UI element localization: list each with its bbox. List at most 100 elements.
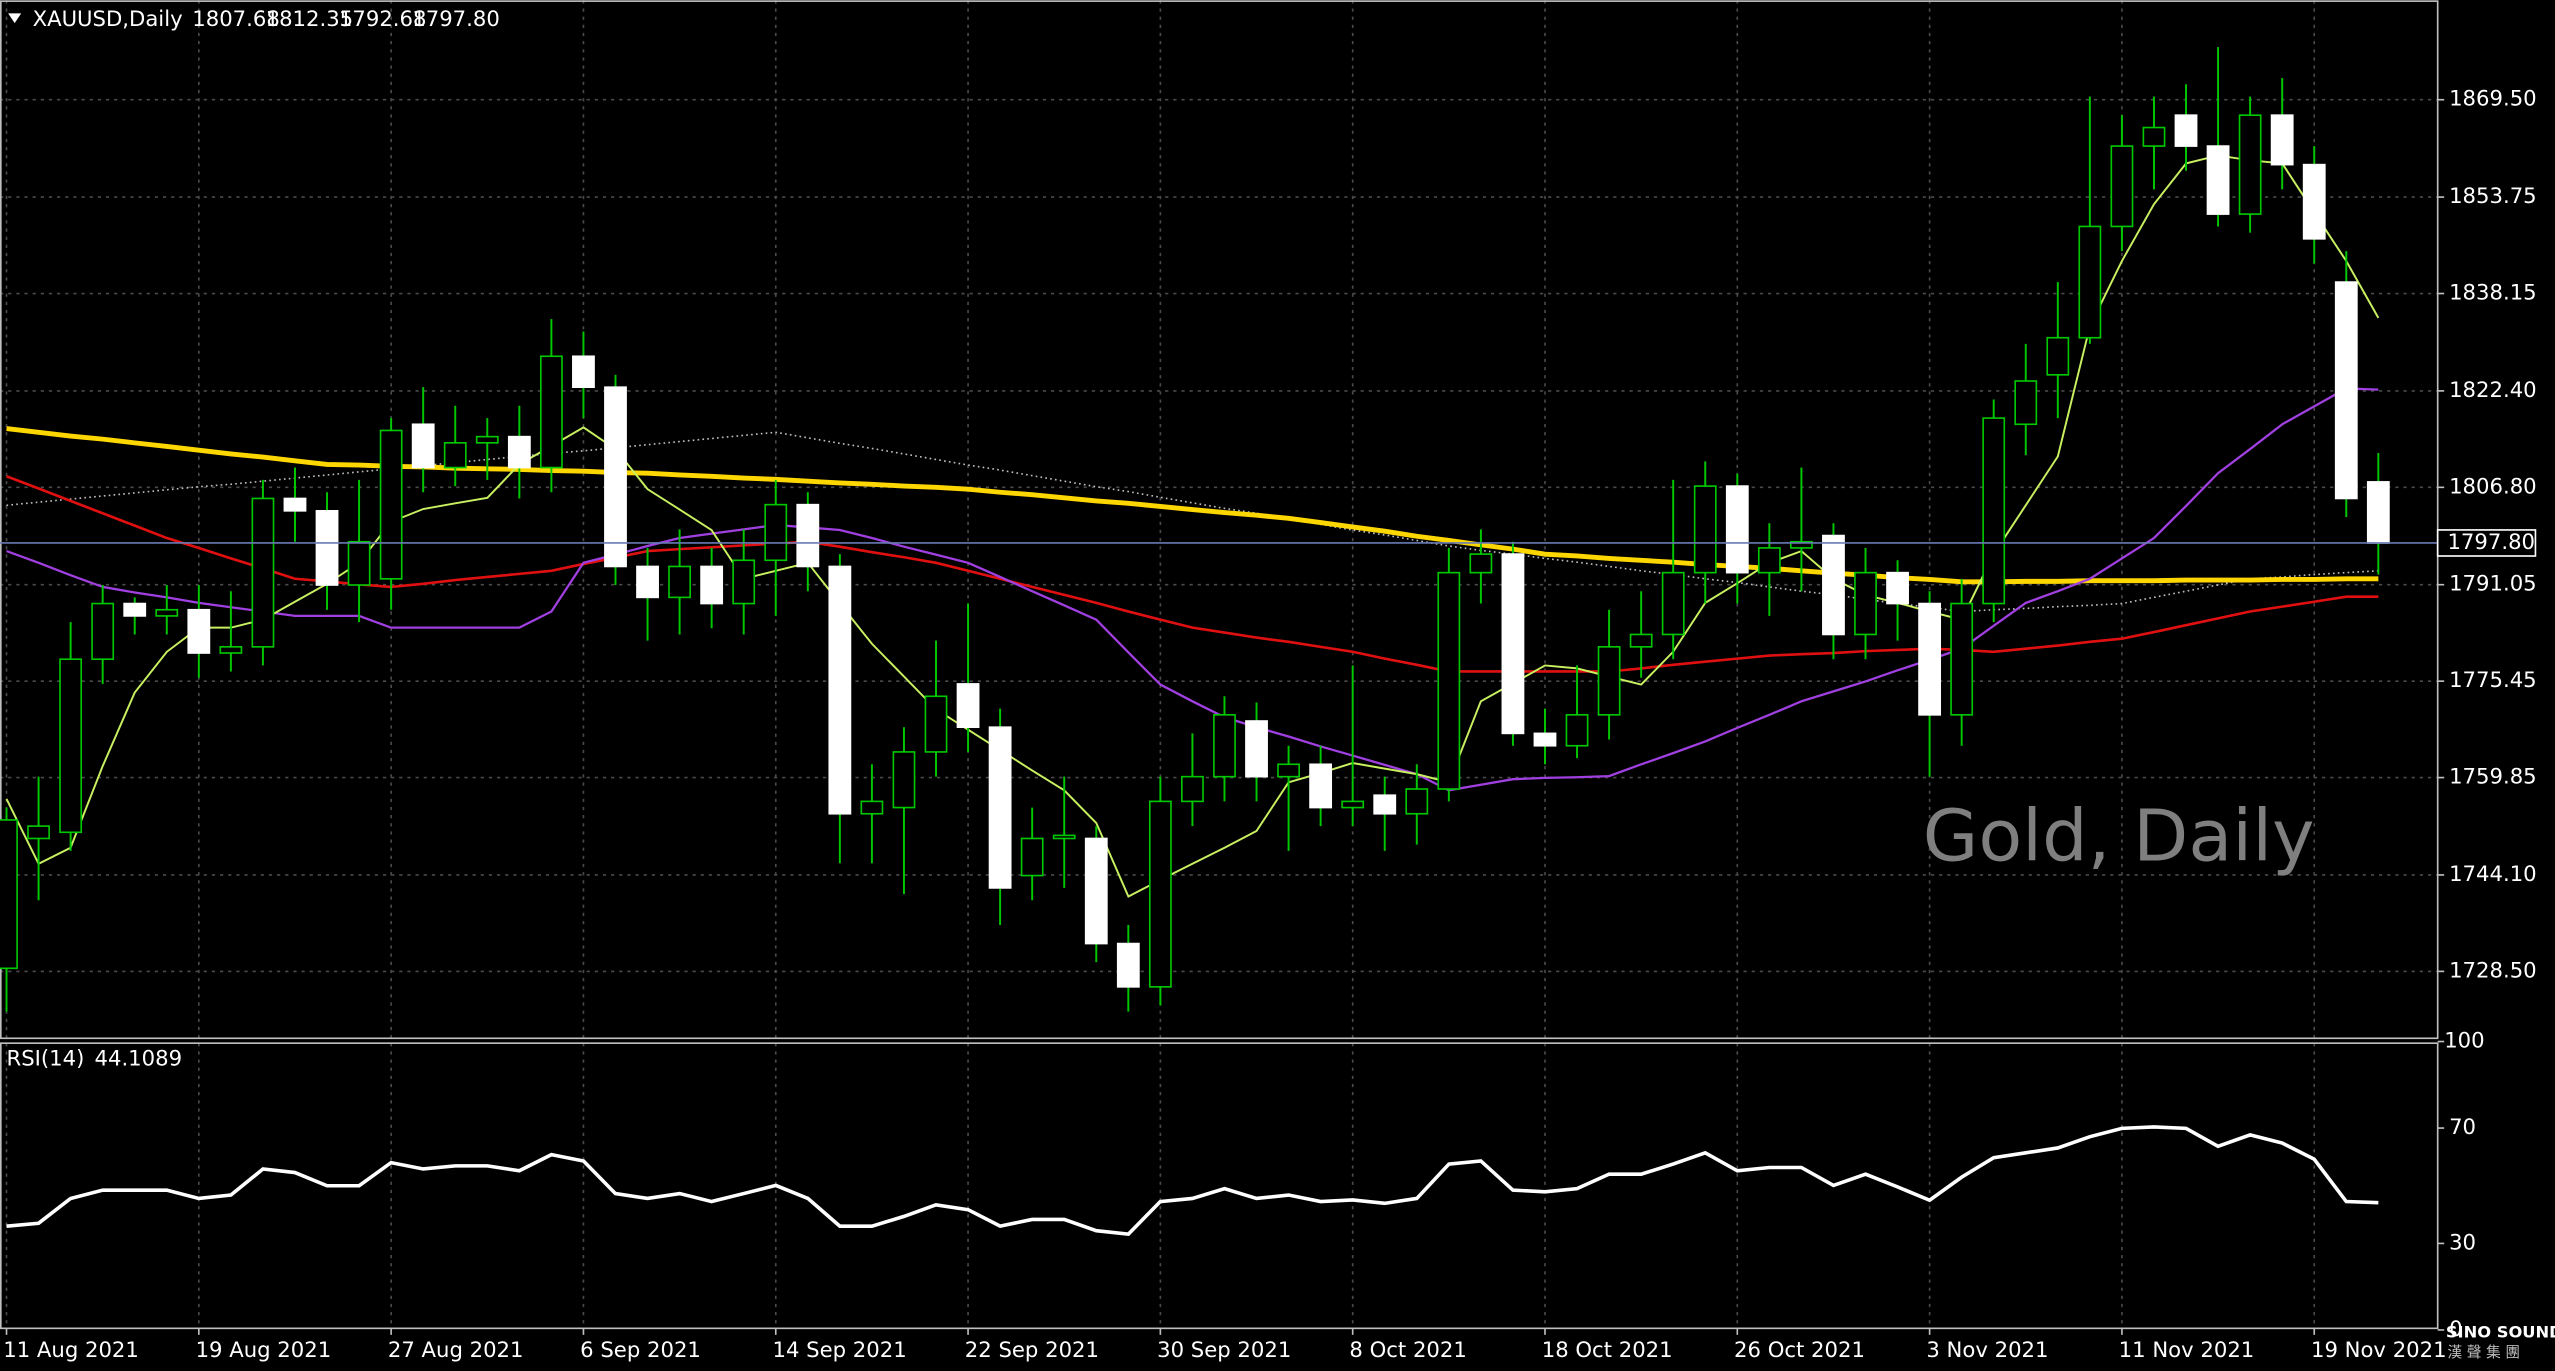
candle-body: [2046, 336, 2070, 376]
candle-body: [1918, 602, 1942, 716]
candle-body: [1116, 942, 1140, 988]
candle-body: [27, 825, 50, 840]
candle-body: [732, 559, 756, 605]
candle-body: [1309, 763, 1333, 809]
candle-body: [507, 435, 531, 469]
candle-body: [2270, 114, 2294, 166]
candle-body: [2014, 380, 2038, 426]
candle-body: [1597, 646, 1621, 716]
candle-body: [988, 726, 1012, 889]
rsi-tick-label: 70: [2449, 1114, 2476, 1139]
candle-body: [1565, 714, 1589, 747]
header-low: 1792.68: [339, 6, 427, 31]
candle-body: [283, 497, 307, 512]
y-tick-label: 1806.80: [2449, 473, 2537, 498]
candle-body: [219, 646, 243, 654]
candle-body: [604, 386, 627, 568]
x-tick-label: 11 Nov 2021: [2119, 1337, 2255, 1362]
candle-body: [1245, 720, 1268, 778]
candle-body: [2238, 114, 2262, 215]
candle-body: [155, 608, 179, 617]
candle-body: [1789, 540, 1813, 549]
candle-body: [251, 497, 275, 648]
candle-body: [2206, 145, 2230, 215]
y-tick-label: 1838.15: [2449, 280, 2537, 305]
candle-body: [636, 565, 659, 599]
candle-body: [1982, 417, 2006, 605]
candle-body: [2366, 481, 2390, 544]
logo-name: SINO SOUND: [2446, 1323, 2555, 1342]
candle-body: [1437, 571, 1461, 790]
x-tick-label: 14 Sep 2021: [772, 1337, 906, 1362]
main-panel-border: [0, 0, 2439, 1040]
candle-body: [892, 751, 916, 809]
candle-body: [828, 565, 852, 815]
candle-body: [1148, 800, 1172, 988]
candle-body: [1533, 732, 1557, 747]
rsi-tick-label: 0: [2449, 1316, 2462, 1341]
candle-body: [2142, 126, 2166, 147]
candle-body: [1501, 553, 1525, 735]
candle-body: [572, 355, 595, 388]
header-close: 1797.80: [412, 6, 500, 31]
rsi-tick-label: 100: [2444, 1028, 2484, 1053]
candle-body: [924, 695, 948, 753]
candle-body: [315, 510, 339, 586]
candle-body: [956, 683, 980, 729]
y-tick-label: 1853.75: [2449, 183, 2537, 208]
candle-body: [123, 602, 147, 617]
candle-body: [1084, 837, 1108, 945]
rsi-line: [6, 1125, 2379, 1237]
candle-body: [411, 423, 435, 469]
x-tick-label: 19 Nov 2021: [2311, 1337, 2447, 1362]
candle-body: [1950, 602, 1974, 716]
candle-body: [1822, 534, 1845, 636]
x-tick-label: 22 Sep 2021: [965, 1337, 1099, 1362]
candle-body: [1213, 714, 1236, 778]
y-tick-label: 1759.85: [2449, 764, 2537, 789]
y-tick-label: 1822.40: [2449, 377, 2537, 402]
candle-body: [2174, 114, 2198, 147]
candle-body: [1661, 571, 1685, 636]
candle-body: [668, 565, 692, 599]
candle-body: [1020, 837, 1044, 877]
rsi-title: RSI(14): [7, 1045, 85, 1070]
y-tick-label: 1791.05: [2449, 571, 2537, 596]
candle-body: [1181, 775, 1204, 803]
menu-triangle[interactable]: [8, 13, 22, 24]
moving-average: [6, 475, 2379, 673]
header-high: 1812.35: [266, 6, 354, 31]
x-tick-label: 11 Aug 2021: [3, 1337, 139, 1362]
y-tick-label: 1775.45: [2449, 667, 2537, 692]
candle-body: [796, 503, 820, 568]
candle-body: [1405, 788, 1429, 815]
moving-average: [6, 387, 2379, 792]
header-open: 1807.68: [192, 6, 280, 31]
watermark: Gold, Daily: [1923, 794, 2315, 878]
candle-body: [1373, 794, 1397, 815]
x-tick-label: 30 Sep 2021: [1157, 1337, 1291, 1362]
candle-body: [91, 602, 115, 661]
x-tick-label: 6 Sep 2021: [580, 1337, 701, 1362]
x-tick-label: 18 Oct 2021: [1542, 1337, 1673, 1362]
candle-body: [379, 429, 403, 580]
candle-body: [475, 435, 499, 444]
price-label: 1797.80: [2447, 529, 2535, 554]
candle-body: [700, 565, 724, 605]
candle-body: [59, 658, 83, 834]
x-tick-label: 19 Aug 2021: [196, 1337, 332, 1362]
candle-body: [1886, 571, 1909, 605]
candle-body: [1757, 547, 1781, 574]
candle-body: [2334, 281, 2358, 500]
candle-body: [443, 442, 467, 469]
candle-body: [347, 540, 371, 586]
candle-body: [764, 503, 788, 562]
candle-body: [860, 800, 884, 815]
candle-body: [1629, 633, 1653, 648]
candle-body: [2078, 225, 2102, 339]
logo-subtitle: 漢 聲 集 團: [2447, 1344, 2520, 1361]
x-tick-label: 3 Nov 2021: [1926, 1337, 2048, 1362]
candle-body: [187, 608, 211, 654]
y-tick-label: 1728.50: [2449, 957, 2537, 982]
